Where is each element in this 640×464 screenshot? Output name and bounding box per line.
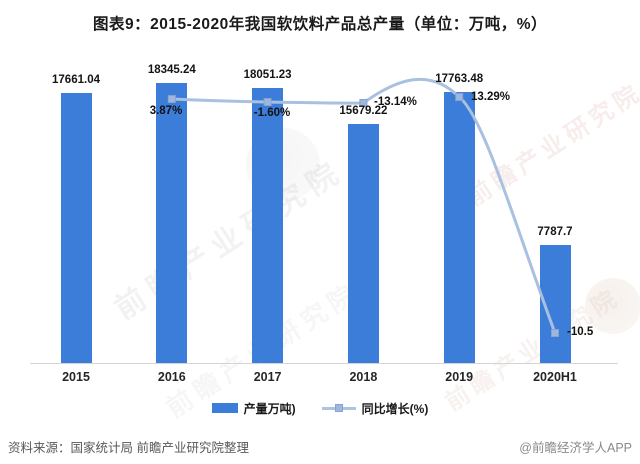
growth-value-label: 13.29% [471,91,511,103]
chart-title: 图表9：2015-2020年我国软饮料产品总产量（单位：万吨，%） [92,16,548,33]
legend-item-production: 产量万吨) [211,400,296,417]
publisher-credit: @前瞻经济学人APP [519,441,632,455]
x-axis-label-2016: 2016 [157,370,186,384]
bar-value-label: 18345.24 [147,64,196,76]
bar-2016 [156,83,188,364]
watermark-globe-icon [585,278,640,334]
x-axis-line [30,363,618,364]
bar-2018 [347,123,379,364]
legend-label-growth: 同比增长(%) [361,401,429,416]
bar-2020H1 [539,244,571,364]
growth-value-label: -13.14% [374,96,417,108]
x-axis-label-2020H1: 2020H1 [533,370,577,384]
bar-value-label: 17763.48 [435,72,484,85]
growth-value-label: 3.87% [149,105,183,117]
bar-legend-swatch-icon [211,403,238,413]
x-axis-label-2015: 2015 [62,370,90,384]
legend-label-production: 产量万吨) [243,401,296,416]
bar-value-label: 7787.7 [537,225,573,238]
bar-value-label: 18051.23 [243,68,292,81]
growth-value-label: -10.5 [567,326,594,338]
legend: 产量万吨) 同比增长(%) [0,399,640,417]
x-axis-label-2019: 2019 [445,370,474,384]
x-axis-label-2017: 2017 [253,370,282,384]
bar-value-label: 17661.04 [52,74,100,87]
line-legend-swatch-icon [321,403,356,413]
growth-value-label: -1.60% [253,107,291,119]
bar-2015 [60,93,92,364]
bar-2017 [252,87,284,364]
x-axis-label-2018: 2018 [349,370,378,384]
bar-value-label: 15679.22 [339,104,388,117]
bar-2019 [443,91,475,364]
data-source-note: 资料来源：国家统计局 前瞻产业研究院整理 [8,441,249,455]
watermark-text: 前瞻产业研究院 [109,153,351,327]
legend-item-growth: 同比增长(%) [321,400,429,417]
